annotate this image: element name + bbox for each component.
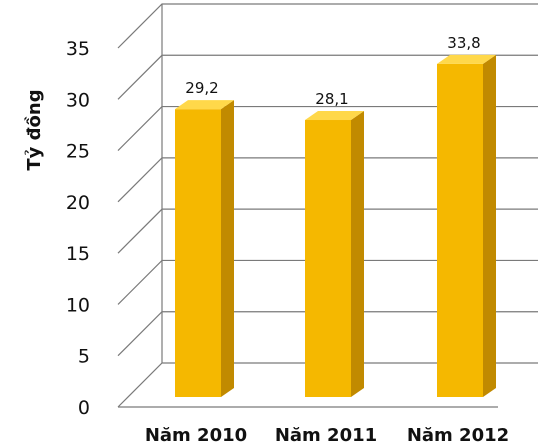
bar xyxy=(175,100,234,397)
y-tick-label: 25 xyxy=(66,141,90,163)
y-tick-label: 20 xyxy=(66,192,90,214)
y-tick-label: 30 xyxy=(66,89,90,111)
bar-front-face xyxy=(437,64,483,397)
y-tick-label: 10 xyxy=(66,294,90,316)
x-axis-categories: Năm 2010 Năm 2011 Năm 2012 xyxy=(145,425,509,446)
category-label: Năm 2012 xyxy=(407,425,509,446)
y-axis-ticks: 0 5 10 15 20 25 30 35 xyxy=(66,38,90,419)
data-labels: 29,2 28,1 33,8 xyxy=(185,34,480,108)
bar-front-face xyxy=(175,109,221,397)
y-tick-label: 0 xyxy=(78,397,90,419)
category-label: Năm 2010 xyxy=(145,425,247,446)
y-axis-title: Tỷ đồng xyxy=(24,89,45,170)
bar-side-face xyxy=(221,100,234,397)
bar xyxy=(437,55,496,397)
data-label: 28,1 xyxy=(315,90,348,108)
data-label: 29,2 xyxy=(185,79,218,97)
y-tick-label: 15 xyxy=(66,243,90,265)
bar-side-face xyxy=(351,111,364,397)
bar-side-face xyxy=(483,55,496,397)
bar-front-face xyxy=(305,120,351,397)
data-label: 33,8 xyxy=(447,34,480,52)
y-tick-label: 5 xyxy=(78,346,90,368)
category-label: Năm 2011 xyxy=(275,425,377,446)
bar xyxy=(305,111,364,397)
y-tick-label: 35 xyxy=(66,38,90,60)
